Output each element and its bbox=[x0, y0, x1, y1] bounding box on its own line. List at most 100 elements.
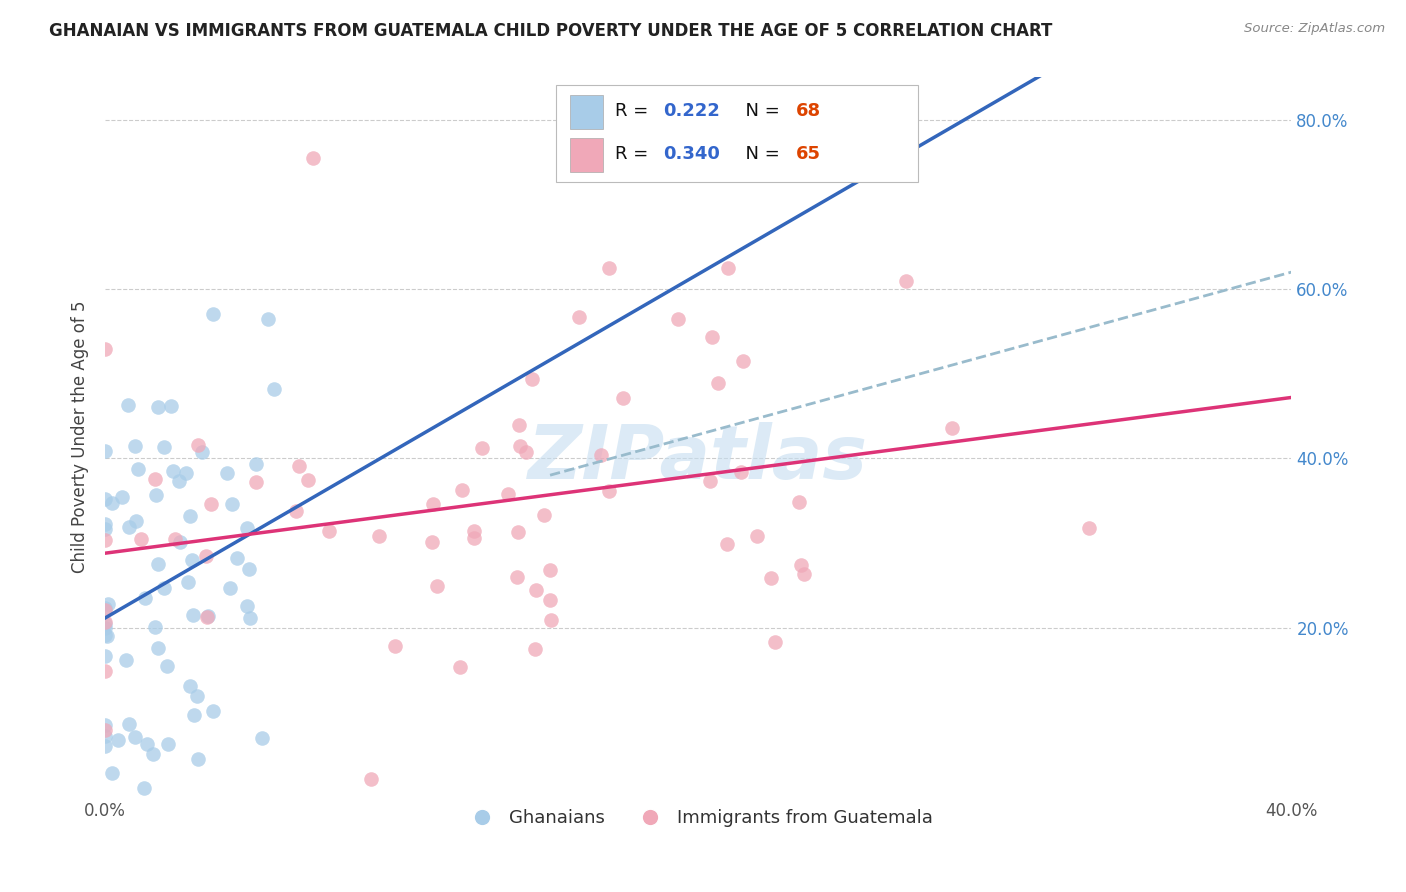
Point bbox=[225, 551, 247, 566]
Point bbox=[94, 603, 117, 617]
Point bbox=[508, 524, 530, 539]
Point bbox=[598, 484, 620, 499]
Point bbox=[94, 444, 117, 458]
Point bbox=[143, 472, 166, 486]
Point bbox=[187, 752, 209, 766]
Text: 68: 68 bbox=[796, 103, 821, 120]
Point bbox=[117, 398, 139, 412]
Point bbox=[94, 491, 117, 506]
Point bbox=[169, 474, 191, 488]
Point bbox=[426, 579, 449, 593]
Point bbox=[730, 465, 752, 479]
Point bbox=[284, 504, 307, 518]
Point bbox=[318, 524, 340, 539]
Point bbox=[238, 561, 260, 575]
Text: GHANAIAN VS IMMIGRANTS FROM GUATEMALA CHILD POVERTY UNDER THE AGE OF 5 CORRELATI: GHANAIAN VS IMMIGRANTS FROM GUATEMALA CH… bbox=[49, 22, 1053, 40]
Point bbox=[301, 151, 323, 165]
Point bbox=[717, 260, 740, 275]
Point bbox=[509, 439, 531, 453]
Point bbox=[111, 491, 134, 505]
Point bbox=[790, 558, 813, 573]
Point bbox=[894, 274, 917, 288]
Point bbox=[94, 615, 117, 629]
Point bbox=[94, 723, 117, 738]
Point bbox=[135, 737, 157, 751]
Point bbox=[515, 445, 537, 459]
Point bbox=[524, 583, 547, 598]
Point bbox=[153, 581, 176, 595]
Point bbox=[94, 601, 117, 615]
Text: N =: N = bbox=[734, 103, 786, 120]
Point bbox=[183, 708, 205, 723]
Point bbox=[761, 571, 783, 585]
Point bbox=[96, 629, 118, 643]
Y-axis label: Child Poverty Under the Age of 5: Child Poverty Under the Age of 5 bbox=[72, 301, 89, 574]
Point bbox=[200, 497, 222, 511]
Point bbox=[94, 648, 117, 663]
Point bbox=[384, 639, 406, 653]
Point bbox=[523, 641, 546, 656]
Point bbox=[134, 591, 156, 606]
Point bbox=[422, 496, 444, 510]
Point bbox=[156, 658, 179, 673]
Point bbox=[94, 730, 117, 744]
Point bbox=[598, 260, 620, 275]
Point bbox=[153, 440, 176, 454]
Point bbox=[134, 781, 156, 796]
Point bbox=[699, 474, 721, 488]
Point bbox=[94, 628, 117, 642]
FancyBboxPatch shape bbox=[571, 95, 603, 129]
Point bbox=[169, 535, 191, 549]
Point bbox=[94, 739, 117, 753]
Point bbox=[94, 533, 117, 547]
Point bbox=[288, 458, 311, 473]
Point bbox=[174, 466, 197, 480]
Point bbox=[463, 524, 485, 538]
Point bbox=[508, 418, 530, 433]
Point bbox=[101, 766, 124, 780]
Point bbox=[700, 329, 723, 343]
Point bbox=[124, 514, 146, 528]
Point bbox=[157, 737, 180, 751]
Point bbox=[360, 772, 382, 786]
Point bbox=[666, 312, 689, 326]
Point bbox=[1078, 521, 1101, 535]
Point bbox=[117, 520, 139, 534]
Point bbox=[94, 517, 117, 532]
Point bbox=[94, 523, 117, 537]
Point bbox=[181, 608, 204, 623]
Point bbox=[422, 535, 444, 549]
Point bbox=[496, 487, 519, 501]
Point bbox=[124, 730, 146, 744]
Point bbox=[221, 497, 243, 511]
Point bbox=[218, 582, 240, 596]
Point bbox=[506, 570, 529, 584]
Point bbox=[533, 508, 555, 522]
FancyBboxPatch shape bbox=[555, 85, 918, 182]
Point bbox=[145, 620, 167, 634]
Point bbox=[787, 495, 810, 509]
Point bbox=[163, 532, 186, 546]
Point bbox=[236, 599, 259, 614]
Point bbox=[612, 391, 634, 405]
Point bbox=[94, 342, 117, 356]
Point bbox=[97, 597, 120, 611]
Point bbox=[146, 640, 169, 655]
Text: Source: ZipAtlas.com: Source: ZipAtlas.com bbox=[1244, 22, 1385, 36]
Point bbox=[101, 496, 124, 510]
Point bbox=[297, 474, 319, 488]
Point bbox=[202, 705, 225, 719]
Point bbox=[263, 382, 285, 396]
Point bbox=[568, 310, 591, 324]
Point bbox=[187, 438, 209, 452]
Point bbox=[197, 608, 219, 623]
Point bbox=[191, 444, 214, 458]
Point bbox=[148, 400, 170, 414]
Text: 0.222: 0.222 bbox=[662, 103, 720, 120]
Text: R =: R = bbox=[616, 145, 654, 163]
Point bbox=[148, 557, 170, 571]
Point bbox=[179, 679, 201, 693]
Legend: Ghanaians, Immigrants from Guatemala: Ghanaians, Immigrants from Guatemala bbox=[457, 802, 941, 835]
Point bbox=[201, 307, 224, 321]
Point bbox=[793, 566, 815, 581]
